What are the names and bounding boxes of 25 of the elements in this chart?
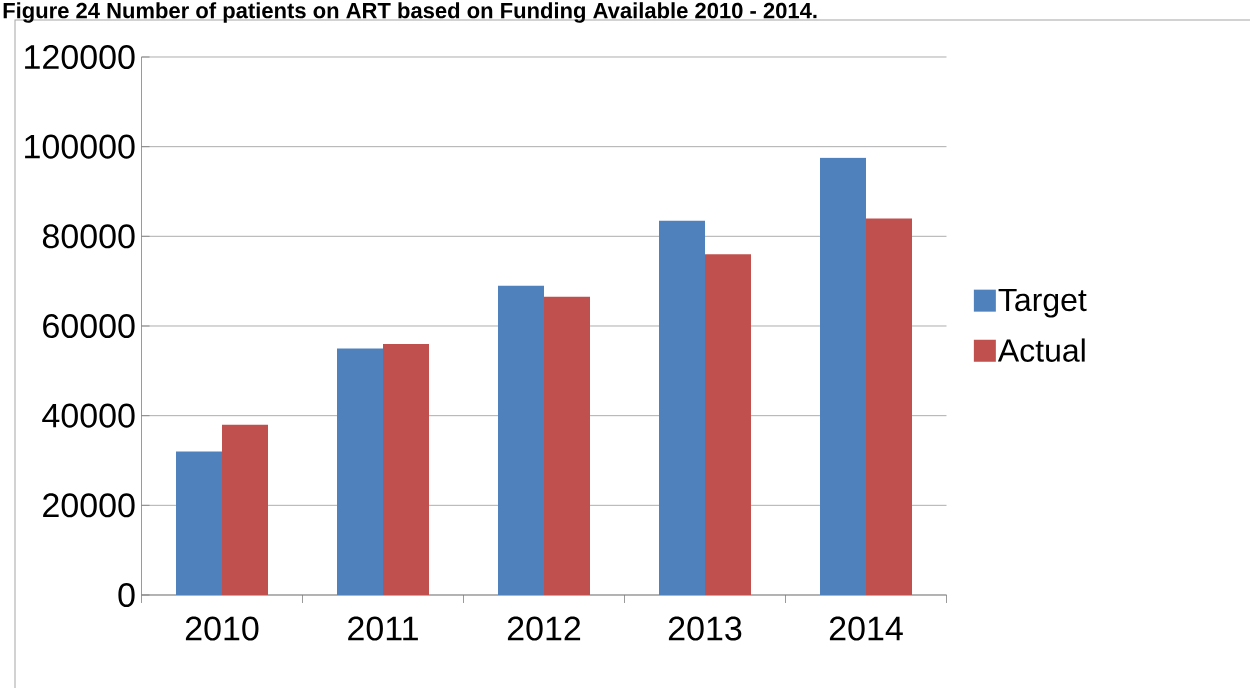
chart-title: Figure 24 Number of patients on ART based on Funding Available 2010 - 2014. xyxy=(3,2,817,23)
bar xyxy=(498,285,544,595)
y-tick-label: 0 xyxy=(118,582,135,608)
legend-label: Actual xyxy=(997,338,1085,362)
legend-label: Target xyxy=(998,288,1087,318)
x-tick-label: 2010 xyxy=(185,616,259,641)
bar xyxy=(383,343,429,595)
y-tick-label: 20000 xyxy=(43,493,135,518)
bar xyxy=(337,348,383,595)
bar xyxy=(544,296,590,595)
bar xyxy=(176,451,222,595)
bar xyxy=(820,157,866,595)
bar xyxy=(222,424,268,595)
y-tick-label: 80000 xyxy=(42,224,135,249)
bar xyxy=(659,220,705,595)
y-tick-label: 120000 xyxy=(25,44,135,70)
y-tick-label: 100000 xyxy=(25,134,135,159)
bar xyxy=(866,218,912,595)
y-tick-label: 40000 xyxy=(42,403,135,428)
x-tick-label: 2013 xyxy=(668,616,742,641)
x-tick-label: 2011 xyxy=(348,616,418,641)
x-tick-label: 2014 xyxy=(829,616,903,641)
bar xyxy=(705,254,751,595)
y-tick-label: 60000 xyxy=(43,313,135,339)
x-tick-label: 2012 xyxy=(507,616,581,641)
